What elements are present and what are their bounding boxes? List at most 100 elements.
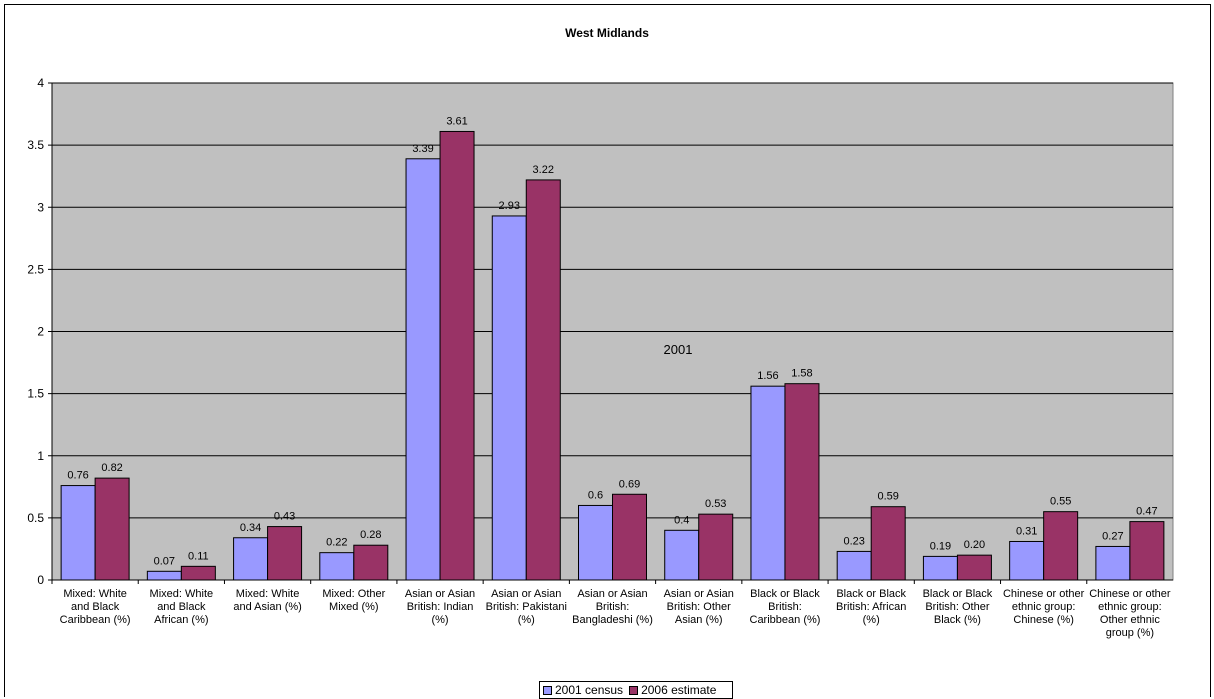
x-tick-label: Asian (%) <box>675 614 723 626</box>
data-label: 0.47 <box>1136 506 1157 518</box>
legend: 2001 census 2006 estimate <box>539 681 733 699</box>
bar-2001-census <box>60 485 96 581</box>
bar-2006-estimate <box>94 477 130 581</box>
bar-2001-census <box>836 550 872 581</box>
data-label: 0.6 <box>588 489 603 501</box>
x-tick-label: and Black <box>71 601 120 613</box>
bar-2006-estimate <box>267 526 303 581</box>
bar-2006-estimate <box>956 554 992 581</box>
x-tick-label: Chinese (%) <box>1013 614 1074 626</box>
bar-2001-census <box>1009 540 1045 581</box>
y-tick-label: 0 <box>37 573 44 587</box>
legend-label-2001-census: 2001 census <box>555 683 624 697</box>
bar-2001-census <box>146 570 182 581</box>
x-tick-label: (%) <box>863 614 880 626</box>
data-label: 1.58 <box>791 368 812 380</box>
x-tick-label: Chinese or other <box>1089 588 1171 600</box>
y-tick-label: 1 <box>37 449 44 463</box>
x-tick-label: group (%) <box>1106 627 1154 639</box>
data-label: 2.93 <box>499 200 520 212</box>
x-tick-label: Black or Black <box>836 588 906 600</box>
bar-2006-estimate <box>698 513 734 581</box>
x-tick-label: British: African <box>836 601 906 613</box>
y-tick-label: 2.5 <box>27 262 44 276</box>
x-tick-label: (%) <box>431 614 448 626</box>
x-tick-label: Black or Black <box>923 588 993 600</box>
x-tick-label: ethnic group: <box>1012 601 1076 613</box>
data-label: 0.34 <box>240 522 261 534</box>
bar-2001-census <box>922 555 958 581</box>
x-tick-label: Asian or Asian <box>405 588 475 600</box>
x-tick-label: British: Indian <box>407 601 474 613</box>
x-tick-label: Mixed: Other <box>322 588 385 600</box>
bar-2006-estimate <box>784 383 820 581</box>
bar-2006-estimate <box>1129 521 1165 581</box>
y-tick-label: 3.5 <box>27 138 44 152</box>
data-label: 0.53 <box>705 498 726 510</box>
y-tick-label: 2 <box>37 325 44 339</box>
data-label: 0.11 <box>188 550 209 562</box>
bar-2006-estimate <box>439 130 475 581</box>
bar-2006-estimate <box>870 506 906 581</box>
legend-swatch-2006-estimate <box>629 685 639 695</box>
data-label: 0.20 <box>964 539 985 551</box>
x-tick-label: and Asian (%) <box>233 601 301 613</box>
x-tick-label: Chinese or other <box>1003 588 1085 600</box>
x-tick-label: Mixed: White <box>63 588 127 600</box>
data-label: 0.69 <box>619 478 640 490</box>
data-label: 3.61 <box>446 115 467 127</box>
x-tick-label: Black or Black <box>750 588 820 600</box>
data-label: 3.22 <box>533 164 554 176</box>
bar-2001-census <box>750 385 786 581</box>
data-label: 0.19 <box>930 540 951 552</box>
bar-2001-census <box>578 504 613 581</box>
x-tick-label: Mixed (%) <box>329 601 379 613</box>
legend-swatch-2001-census <box>543 685 552 695</box>
bar-2001-census <box>664 529 700 581</box>
x-tick-label: British: Other <box>667 601 732 613</box>
bar-2001-census <box>319 552 355 581</box>
x-tick-label: British: Pakistani <box>486 601 567 613</box>
y-tick-label: 1.5 <box>27 387 44 401</box>
x-tick-label: Asian or Asian <box>491 588 561 600</box>
chart-frame: 0 0.5 1 1.5 2 2.5 3 3.5 4 0.76 0.82 Mixed: White and… <box>4 4 1211 699</box>
data-label: 0.82 <box>101 462 122 474</box>
x-tick-label: British: Other <box>925 601 990 613</box>
y-tick-label: 3 <box>37 200 44 214</box>
chart-title: West Midlands <box>565 26 649 40</box>
legend-item-2001-census: 2001 census <box>543 683 623 697</box>
data-label: 0.23 <box>843 535 864 547</box>
data-label: 0.59 <box>877 491 898 503</box>
x-tick-label: Caribbean (%) <box>750 614 821 626</box>
x-tick-label: Bangladeshi (%) <box>572 614 653 626</box>
bar-2006-estimate <box>612 493 647 581</box>
bar-2006-estimate <box>525 179 561 581</box>
x-tick-label: ethnic group: <box>1098 601 1162 613</box>
legend-label-2006-estimate: 2006 estimate <box>641 683 717 697</box>
x-tick-label: Asian or Asian <box>664 588 734 600</box>
x-tick-label: Black (%) <box>934 614 981 626</box>
x-tick-label: (%) <box>518 614 535 626</box>
data-label: 3.39 <box>412 143 433 155</box>
data-label: 0.31 <box>1016 525 1037 537</box>
data-label: 0.22 <box>326 537 347 549</box>
data-label: 0.4 <box>674 514 689 526</box>
x-tick-label: Other ethnic <box>1100 614 1160 626</box>
bar-2001-census <box>233 537 269 581</box>
bar-2001-census <box>405 158 441 581</box>
bar-2006-estimate <box>1043 511 1079 581</box>
x-tick-label: African (%) <box>154 614 208 626</box>
x-tick-label: British: <box>596 601 630 613</box>
x-tick-label: Asian or Asian <box>577 588 647 600</box>
y-tick-label: 0.5 <box>27 511 44 525</box>
bar-2006-estimate <box>353 544 389 581</box>
bar-2001-census <box>491 215 527 581</box>
data-label: 0.28 <box>360 529 381 541</box>
annotation-label: 2001 <box>664 342 693 357</box>
data-label: 0.43 <box>274 511 295 523</box>
x-tick-label: Mixed: White <box>150 588 214 600</box>
x-tick-label: and Black <box>157 601 206 613</box>
data-label: 0.27 <box>1102 530 1123 542</box>
y-tick-label: 4 <box>37 76 44 90</box>
